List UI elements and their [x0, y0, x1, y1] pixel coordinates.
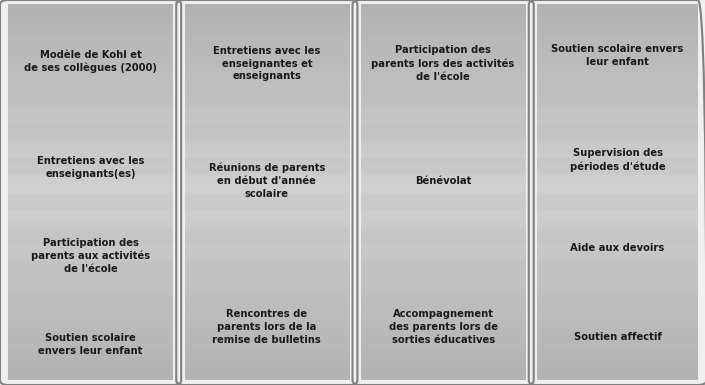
Text: Participation des
parents lors des activités
de l'école: Participation des parents lors des activ… — [372, 45, 515, 82]
Bar — [537, 90, 698, 107]
Text: Entretiens avec les
enseignantes et
enseignants: Entretiens avec les enseignantes et ense… — [213, 46, 321, 81]
Bar — [537, 363, 698, 380]
Bar — [361, 363, 525, 380]
Bar — [537, 261, 698, 278]
Text: Supervision des
périodes d'étude: Supervision des périodes d'étude — [570, 148, 666, 171]
Bar — [8, 158, 173, 176]
Bar — [361, 227, 525, 244]
Bar — [361, 329, 525, 346]
Bar — [8, 90, 173, 107]
Bar — [537, 295, 698, 312]
Bar — [8, 329, 173, 346]
Text: Soutien scolaire envers
leur enfant: Soutien scolaire envers leur enfant — [551, 44, 684, 67]
Text: Entretiens avec les
enseignants(es): Entretiens avec les enseignants(es) — [37, 156, 145, 179]
Text: Soutien scolaire
envers leur enfant: Soutien scolaire envers leur enfant — [38, 333, 143, 356]
Text: Rencontres de
parents lors de la
remise de bulletins: Rencontres de parents lors de la remise … — [212, 310, 321, 345]
Bar — [361, 261, 525, 278]
Bar — [185, 22, 349, 39]
Bar — [361, 158, 525, 176]
Bar — [8, 363, 173, 380]
Text: Réunions de parents
en début d'année
scolaire: Réunions de parents en début d'année sco… — [209, 163, 325, 199]
Bar — [185, 329, 349, 346]
Bar — [361, 124, 525, 141]
Bar — [8, 124, 173, 141]
Bar — [8, 227, 173, 244]
Bar — [185, 90, 349, 107]
Bar — [8, 261, 173, 278]
Bar — [361, 295, 525, 312]
Bar — [8, 295, 173, 312]
Bar — [185, 227, 349, 244]
Text: Soutien affectif: Soutien affectif — [574, 332, 661, 342]
Bar — [185, 158, 349, 176]
Bar — [537, 158, 698, 176]
Bar — [361, 22, 525, 39]
Bar — [185, 295, 349, 312]
Bar — [361, 192, 525, 209]
Bar — [537, 227, 698, 244]
Bar — [185, 363, 349, 380]
Bar — [537, 56, 698, 73]
Bar — [537, 22, 698, 39]
Bar — [361, 90, 525, 107]
Bar — [537, 192, 698, 209]
Text: Aide aux devoirs: Aide aux devoirs — [570, 243, 665, 253]
Text: Accompagnement
des parents lors de
sorties éducatives: Accompagnement des parents lors de sorti… — [388, 310, 498, 345]
Bar — [8, 22, 173, 39]
Bar — [537, 329, 698, 346]
Bar — [185, 124, 349, 141]
Text: Modèle de Kohl et
de ses collègues (2000): Modèle de Kohl et de ses collègues (2000… — [24, 50, 157, 73]
Bar — [8, 56, 173, 73]
Bar — [185, 261, 349, 278]
Bar — [537, 124, 698, 141]
Bar — [8, 192, 173, 209]
Bar — [185, 192, 349, 209]
Bar — [361, 56, 525, 73]
Bar — [185, 56, 349, 73]
Text: Participation des
parents aux activités
de l'école: Participation des parents aux activités … — [31, 238, 150, 274]
Text: Bénévolat: Bénévolat — [415, 176, 471, 186]
